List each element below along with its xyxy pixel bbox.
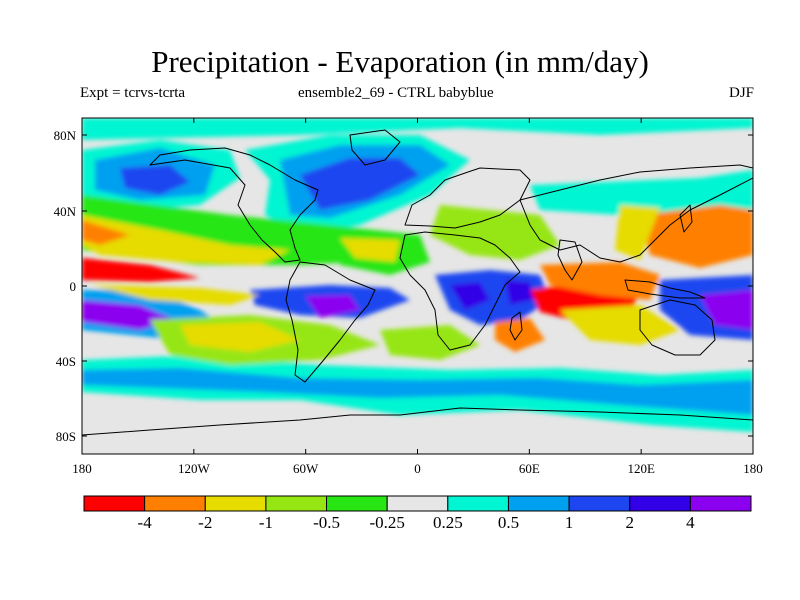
coastline-north-america: [149, 147, 319, 263]
yellow-tropical-pacific: [90, 285, 260, 305]
coastline-europe: [404, 167, 531, 229]
contour-field: [82, 118, 753, 454]
deepblue-north-pacific: [120, 165, 190, 195]
deepblue-north-atlantic: [300, 158, 420, 210]
lat-tick-label: 40S: [56, 354, 76, 369]
season-label: DJF: [728, 85, 754, 101]
cyan-arctic-band: [82, 118, 753, 140]
colorbar-label: -1: [259, 513, 273, 532]
longitude-axis: 180 120W 60W 0 60E 120E 180: [72, 118, 763, 476]
lon-tick-label: 60W: [293, 461, 319, 476]
colorbar-label: 0.5: [498, 513, 519, 532]
coastline-asia: [519, 164, 753, 263]
colorbar-label: -0.25: [369, 513, 404, 532]
colorbar-label: -2: [198, 513, 212, 532]
orange-north-pacific-subtropics: [82, 220, 130, 245]
lat-tick-label: 80N: [54, 128, 77, 143]
colorbar-label: 1: [565, 513, 574, 532]
coastlines: [82, 129, 753, 436]
latitude-axis: 80N 40N 0 40S 80S: [54, 128, 753, 444]
lat-tick-label: 40N: [54, 204, 77, 219]
colorbar-swatch: [689, 495, 752, 512]
orange-west-pacific: [640, 205, 753, 268]
coastline-australia: [639, 299, 716, 356]
coastline-madagascar: [509, 311, 523, 341]
lon-tick-label: 120E: [627, 461, 655, 476]
yellow-indian-ocean: [560, 305, 680, 345]
yellow-equatorial-atlantic: [340, 238, 400, 262]
lat-tick-label: 0: [70, 279, 77, 294]
map-title: Precipitation - Evaporation (in mm/day): [151, 44, 649, 79]
colorbar-swatch: [265, 495, 328, 512]
coastline-japan: [679, 204, 693, 233]
lon-tick-label: 0: [414, 461, 421, 476]
purple-south-america: [305, 295, 360, 318]
ensemble-label: ensemble2_69 - CTRL babyblue: [298, 85, 494, 101]
colorbar: -4 -2 -1 -0.5 -0.25 0.25 0.5 1 2 4: [83, 495, 752, 532]
lon-tick-label: 180: [743, 461, 763, 476]
lat-tick-label: 80S: [56, 429, 76, 444]
colorbar-label: 4: [686, 513, 695, 532]
colorbar-swatch: [144, 495, 206, 512]
colorbar-swatch: [507, 495, 570, 512]
colorbar-swatch: [204, 495, 267, 512]
purple-south-pacific-east: [700, 290, 753, 330]
lon-tick-label: 60E: [519, 461, 540, 476]
coastline-indonesia: [624, 279, 706, 299]
yellow-north-pacific-subtropics: [82, 215, 290, 265]
lon-tick-label: 120W: [178, 461, 211, 476]
yellow-south-pacific: [180, 322, 300, 352]
colorbar-swatch: [629, 495, 691, 512]
purple-africa: [450, 280, 535, 310]
colorbar-label: -0.5: [313, 513, 340, 532]
colorbar-label: -4: [138, 513, 153, 532]
lon-tick-label: 180: [72, 461, 92, 476]
experiment-label: Expt = tcrvs-tcrta: [80, 85, 186, 101]
colorbar-swatch: [386, 495, 449, 512]
colorbar-swatch: [568, 495, 631, 512]
orange-south-africa: [495, 318, 545, 352]
colorbar-swatch: [447, 495, 509, 512]
colorbar-swatch: [326, 495, 388, 512]
red-central-pacific: [82, 258, 200, 282]
coastline-antarctica: [82, 407, 753, 436]
coastline-india: [557, 239, 583, 281]
colorbar-swatch: [83, 495, 146, 512]
colorbar-label: 2: [625, 513, 634, 532]
colorbar-label: 0.25: [433, 513, 463, 532]
coastline-africa: [399, 231, 521, 351]
coastline-south-america: [285, 261, 376, 383]
green-south-atlantic: [380, 325, 480, 360]
blue-southern-ocean: [82, 368, 753, 415]
yellow-west-pacific: [615, 205, 660, 260]
coastline-greenland: [349, 129, 401, 166]
